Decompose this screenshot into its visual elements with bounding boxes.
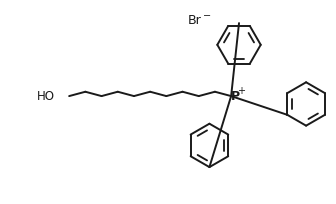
Text: P: P bbox=[230, 90, 240, 103]
Text: HO: HO bbox=[37, 90, 55, 103]
Text: Br: Br bbox=[188, 14, 202, 27]
Text: −: − bbox=[203, 11, 211, 21]
Text: +: + bbox=[237, 86, 245, 96]
